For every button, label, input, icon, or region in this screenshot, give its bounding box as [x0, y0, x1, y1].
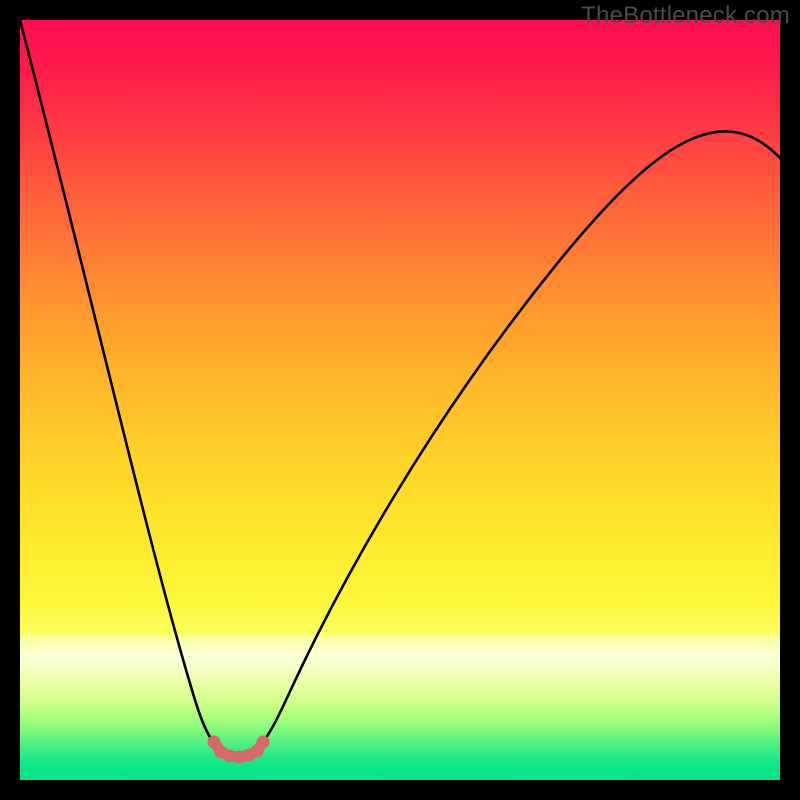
bottleneck-chart: [0, 0, 800, 800]
chart-background: [20, 20, 780, 780]
trough-marker: [257, 736, 270, 749]
chart-frame: TheBottleneck.com: [0, 0, 800, 800]
watermark-text: TheBottleneck.com: [581, 2, 790, 30]
